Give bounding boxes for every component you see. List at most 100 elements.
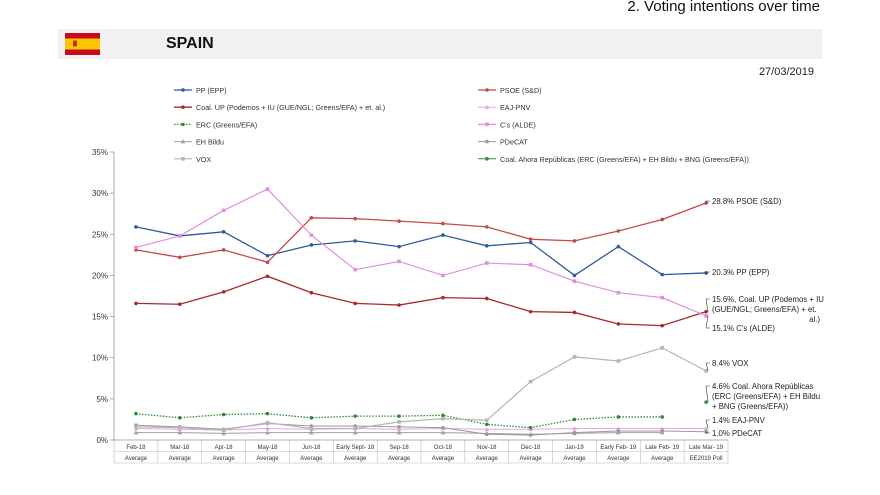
x-tick-sublabel: Average	[388, 456, 411, 462]
data-point	[660, 217, 665, 222]
data-point	[353, 239, 358, 243]
legend-label: Coal. Ahora Repúblicas (ERC (Greens/EFA)…	[500, 155, 749, 164]
end-label-text: 28.8% PSOE (S&D)	[712, 197, 782, 206]
legend-label: C's (ALDE)	[500, 120, 536, 129]
end-label-text: 20.3% PP (EPP)	[712, 268, 770, 277]
x-tick-label: Apr-18	[215, 445, 234, 451]
y-tick-label: 10%	[92, 354, 108, 363]
data-point	[177, 415, 182, 420]
legend-item-erc-greens-efa: ERC (Greens/EFA)	[174, 120, 257, 129]
data-point	[704, 201, 708, 205]
data-point	[134, 225, 138, 229]
x-tick-sublabel: Average	[476, 456, 499, 462]
series-line	[135, 202, 707, 263]
data-point	[572, 426, 577, 431]
legend-marker	[485, 88, 489, 92]
x-tick-sublabel: Average	[256, 456, 279, 462]
leader-line	[705, 298, 710, 312]
data-point	[616, 290, 621, 295]
x-tick-label: Late Feb- 19	[645, 445, 680, 451]
data-point	[572, 430, 577, 435]
data-point	[352, 430, 358, 435]
data-point	[265, 274, 270, 279]
data-point	[177, 302, 182, 307]
data-point	[528, 433, 533, 437]
data-point	[221, 428, 226, 432]
legend-label: VOX	[196, 155, 211, 164]
data-point	[616, 415, 621, 419]
x-tick-sublabel: Average	[432, 456, 455, 462]
x-tick-label: Early Sept- 18	[336, 445, 375, 451]
data-point	[441, 273, 445, 278]
data-point	[484, 427, 490, 432]
data-point	[528, 379, 533, 384]
leader-line	[705, 419, 710, 429]
end-label-vox: 8.4% VOX	[705, 359, 749, 371]
x-tick-sublabel: Average	[213, 456, 236, 462]
end-label-text: al.)	[809, 315, 820, 324]
data-point	[221, 230, 226, 234]
end-label-text: + BNG (Greens/EFA))	[712, 402, 788, 411]
x-tick-label: Nov-18	[477, 445, 497, 451]
legend-marker	[485, 139, 489, 144]
data-point	[660, 429, 665, 433]
end-label-text: 1.4% EAJ-PNV	[712, 416, 766, 425]
data-point	[484, 261, 489, 265]
y-tick-label: 5%	[96, 395, 108, 404]
legend-marker	[181, 105, 185, 109]
end-label-text: 4.6% Coal. Ahora Repúblicas	[712, 382, 814, 391]
data-point	[528, 425, 533, 430]
series-line	[135, 427, 707, 431]
x-tick-label: Dec-18	[521, 445, 541, 451]
chart-legend: PP (EPP) PSOE (S&D) Coal. UP (Podemos + IU…	[174, 86, 749, 164]
legend-item-coal-ahora-rep-blicas-erc-greens-efa-eh-bildu-bng-greens-efa: Coal. Ahora Repúblicas (ERC (Greens/EFA)…	[478, 155, 749, 164]
legend-marker	[181, 88, 185, 92]
legend-marker	[180, 139, 186, 144]
x-tick-sublabel: Average	[607, 456, 630, 462]
y-tick-label: 20%	[92, 271, 108, 280]
data-point	[572, 279, 577, 283]
data-point	[353, 216, 358, 221]
leader-line	[705, 271, 710, 274]
series-vox	[134, 346, 708, 432]
legend-item-eh-bildu: EH Bildu	[174, 138, 224, 147]
end-label-psoe-s-d: 28.8% PSOE (S&D)	[705, 197, 782, 206]
data-point	[484, 418, 489, 423]
leader-line	[705, 385, 710, 403]
data-point	[441, 425, 445, 430]
data-point	[704, 309, 708, 314]
series-line	[135, 347, 707, 431]
data-point	[484, 296, 489, 301]
series-eh-bildu	[133, 430, 665, 437]
data-point	[265, 420, 270, 425]
data-point	[397, 420, 401, 424]
data-point	[704, 313, 708, 318]
x-tick-label: Feb-18	[126, 445, 146, 451]
legend-marker	[485, 157, 489, 161]
data-point	[353, 301, 358, 306]
data-point	[616, 426, 621, 431]
data-point	[265, 411, 270, 416]
legend-label: PDeCAT	[500, 138, 528, 147]
data-point	[265, 426, 270, 431]
data-point	[397, 259, 401, 264]
country-name: SPAIN	[166, 35, 214, 52]
country-header: SPAIN	[58, 29, 822, 59]
x-tick-sublabel: Average	[344, 456, 367, 462]
end-label-text: 15.6%, Coal. UP (Podemos + IU	[712, 295, 824, 304]
y-tick-label: 35%	[92, 148, 108, 157]
data-point	[177, 255, 182, 260]
data-point	[397, 414, 401, 418]
data-point	[265, 430, 270, 435]
series-pp-epp	[134, 225, 708, 278]
data-point	[397, 219, 401, 223]
data-point	[528, 240, 533, 245]
data-point	[265, 260, 270, 265]
data-point	[528, 237, 533, 242]
legend-item-pdecat: PDeCAT	[478, 138, 528, 147]
data-point	[572, 273, 577, 278]
legend-marker	[181, 157, 185, 161]
legend-marker	[181, 122, 185, 127]
data-point	[177, 425, 182, 430]
data-point	[616, 429, 621, 433]
